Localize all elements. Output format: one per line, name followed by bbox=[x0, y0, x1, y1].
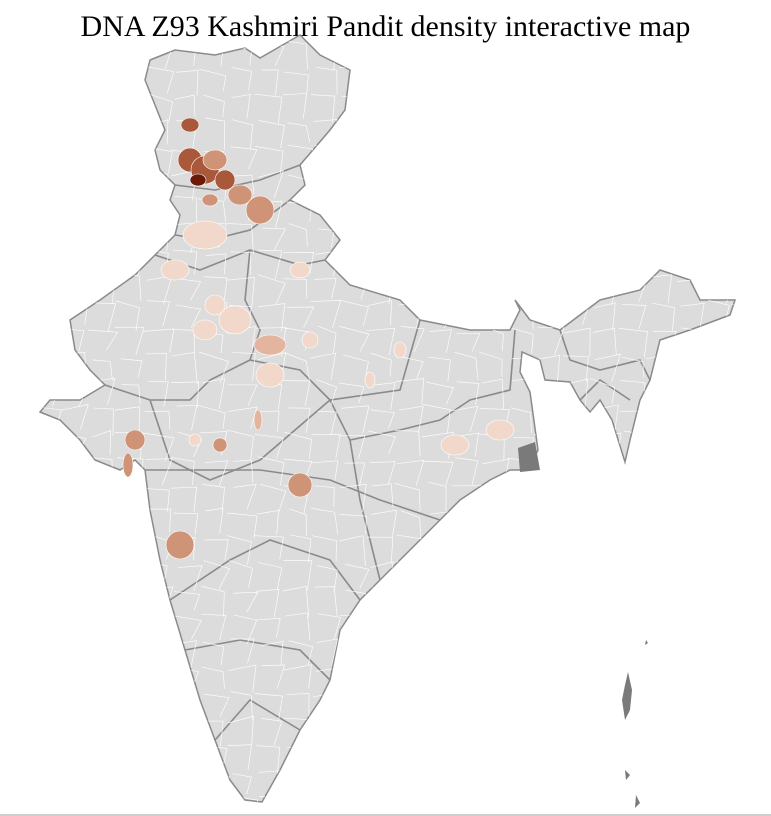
district-density-region[interactable] bbox=[245, 195, 275, 225]
district-density-region[interactable] bbox=[364, 371, 376, 389]
district-boundary bbox=[40, 715, 735, 748]
district-density-region[interactable] bbox=[160, 259, 190, 281]
district-boundary bbox=[40, 117, 735, 150]
district-density-region[interactable] bbox=[189, 173, 207, 187]
district-density-region[interactable] bbox=[214, 169, 236, 191]
district-density-region[interactable] bbox=[287, 472, 313, 498]
district-boundary bbox=[40, 169, 735, 202]
district-density-region[interactable] bbox=[255, 362, 285, 388]
andaman-nicobar-islands bbox=[518, 442, 648, 808]
district-density-region[interactable] bbox=[485, 419, 515, 441]
district-density-region[interactable] bbox=[201, 193, 219, 207]
district-density-region[interactable] bbox=[182, 220, 228, 250]
district-density-region[interactable] bbox=[202, 149, 228, 171]
district-boundary bbox=[40, 195, 735, 228]
district-density-region[interactable] bbox=[165, 530, 195, 560]
district-density-region[interactable] bbox=[124, 429, 146, 451]
district-boundary bbox=[40, 767, 735, 800]
district-density-region[interactable] bbox=[440, 434, 470, 456]
district-boundary bbox=[40, 39, 735, 73]
district-boundary bbox=[40, 65, 735, 98]
district-boundary bbox=[40, 585, 735, 618]
bottom-border bbox=[0, 814, 771, 816]
district-boundary bbox=[40, 637, 735, 670]
district-boundary bbox=[40, 689, 735, 723]
district-boundary bbox=[40, 611, 735, 645]
district-boundary bbox=[40, 664, 735, 696]
district-density-region[interactable] bbox=[188, 433, 202, 447]
district-density-region[interactable] bbox=[253, 409, 263, 431]
district-boundary bbox=[40, 221, 735, 255]
district-density-region[interactable] bbox=[301, 331, 319, 349]
district-boundary bbox=[40, 559, 735, 592]
district-boundary bbox=[40, 143, 735, 176]
district-density-region[interactable] bbox=[212, 437, 228, 453]
district-density-region[interactable] bbox=[393, 341, 407, 359]
district-density-region[interactable] bbox=[180, 117, 200, 133]
district-density-region[interactable] bbox=[289, 261, 311, 279]
district-boundary bbox=[40, 793, 735, 802]
map-title: DNA Z93 Kashmiri Pandit density interact… bbox=[80, 10, 691, 43]
district-boundary bbox=[40, 91, 735, 124]
district-density-region[interactable] bbox=[204, 294, 226, 316]
district-density-region[interactable] bbox=[192, 319, 218, 341]
district-density-region[interactable] bbox=[227, 184, 253, 206]
district-density-region[interactable] bbox=[253, 334, 287, 356]
density-regions bbox=[122, 117, 515, 560]
district-boundary bbox=[40, 741, 735, 775]
district-density-region[interactable] bbox=[218, 305, 252, 335]
district-density-region[interactable] bbox=[122, 452, 134, 478]
